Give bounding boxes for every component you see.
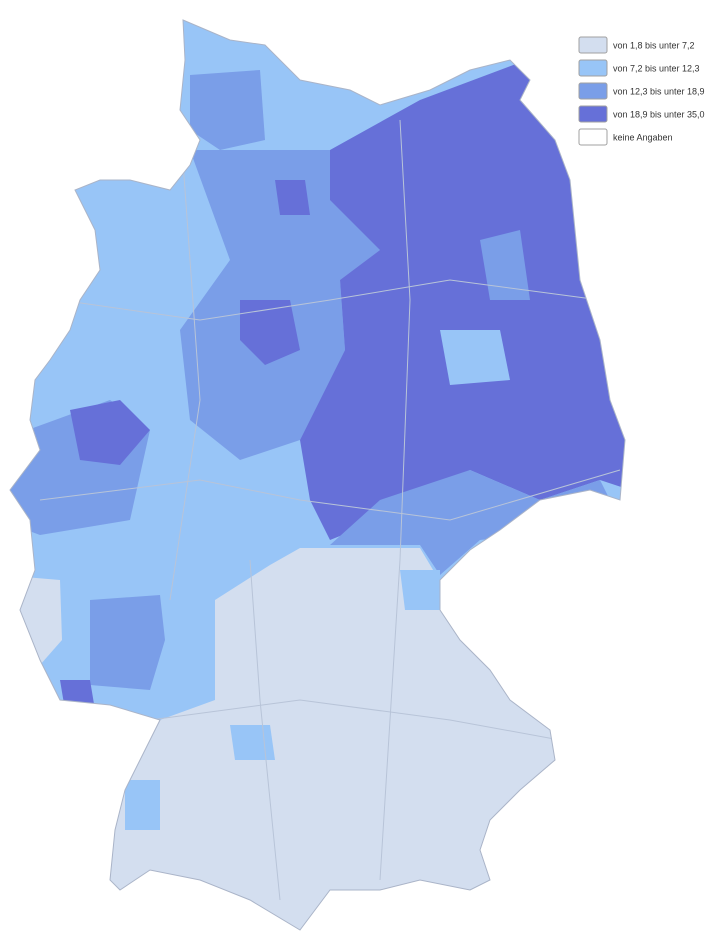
border xyxy=(169,119,201,601)
country-outline xyxy=(9,19,626,931)
region-north xyxy=(190,70,265,150)
region-bremen xyxy=(275,180,310,215)
legend-label: von 1,8 bis unter 7,2 xyxy=(613,40,695,50)
border xyxy=(59,279,601,321)
border xyxy=(249,559,281,901)
region-east-medium xyxy=(480,230,530,300)
region-saxony xyxy=(330,470,610,575)
region-freiburg xyxy=(125,780,160,830)
legend-swatch xyxy=(578,36,608,54)
legend-label: von 12,3 bis unter 18,9 xyxy=(613,86,705,96)
region-coburg xyxy=(400,570,440,610)
legend-label: von 7,2 bis unter 12,3 xyxy=(613,63,700,73)
border xyxy=(149,699,561,741)
region-pirmasens xyxy=(60,680,95,710)
border xyxy=(379,119,411,881)
legend-label: keine Angaben xyxy=(613,132,673,142)
region-berlin-area xyxy=(440,330,510,385)
region-ruhr-dark xyxy=(70,400,150,465)
border xyxy=(39,469,621,521)
legend-label: von 18,9 bis unter 35,0 xyxy=(613,109,705,119)
region-karlsruhe xyxy=(230,725,275,760)
legend-swatch xyxy=(578,59,608,77)
region-southwest xyxy=(90,595,165,690)
legend: von 1,8 bis unter 7,2 von 7,2 bis unter 1… xyxy=(578,36,705,146)
legend-swatch xyxy=(578,128,608,146)
region-hannover xyxy=(240,300,300,365)
legend-swatch xyxy=(578,105,608,123)
legend-swatch xyxy=(578,82,608,100)
